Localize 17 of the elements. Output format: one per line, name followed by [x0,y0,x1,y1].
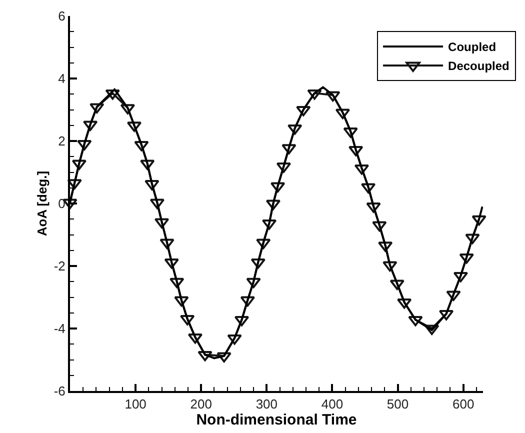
x-tick-label: 200 [190,396,212,412]
x-tick-label: 500 [386,396,409,412]
y-tick-label: 2 [58,134,66,149]
x-axis-title: Non-dimensional Time [196,412,357,429]
y-tick-label: -4 [54,321,66,336]
y-tick-label: -6 [54,384,66,399]
legend-label: Coupled [448,40,496,54]
y-tick-label: -2 [54,258,66,274]
legend-label: Decoupled [448,59,510,74]
x-tick-label: 600 [452,396,474,412]
x-tick-label: 400 [321,396,344,412]
y-tick-label: 6 [58,8,66,24]
x-tick-label: 300 [256,396,278,412]
y-tick-label: 0 [58,196,66,212]
y-tick-label: 4 [58,71,66,86]
y-axis-title: AoA [deg.] [34,170,50,236]
x-tick-label: 100 [124,396,146,412]
